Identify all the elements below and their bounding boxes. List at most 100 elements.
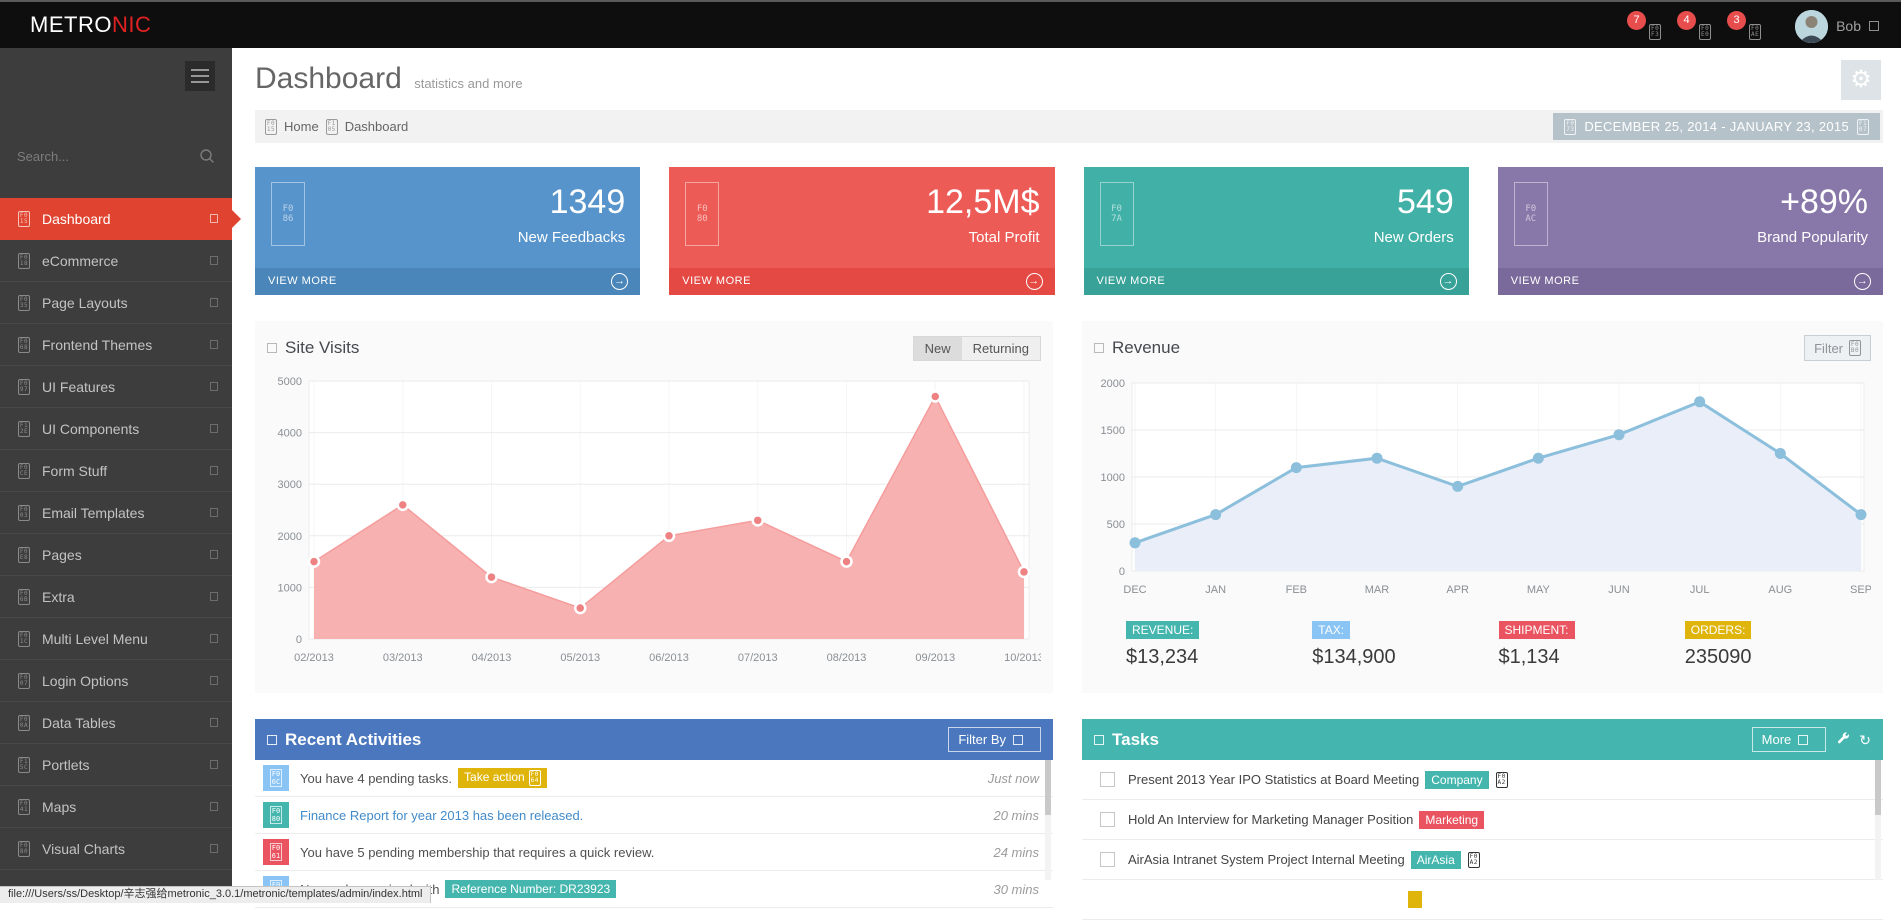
sidebar-item-label: Portlets bbox=[42, 757, 89, 773]
sidebar-item-label: Extra bbox=[42, 589, 75, 605]
site-visits-header: Site Visits New Returning bbox=[267, 333, 1041, 363]
task-text: Hold An Interview for Marketing Manager … bbox=[1128, 812, 1413, 827]
bell-icon: F0F3 bbox=[1649, 24, 1661, 40]
inbox-icon: F01C bbox=[18, 631, 30, 647]
task-checkbox[interactable] bbox=[1100, 812, 1115, 827]
user-menu[interactable]: Bob bbox=[1795, 10, 1879, 43]
tasks-button[interactable]: F0AE 3 bbox=[1727, 9, 1763, 43]
filter-by-button[interactable]: Filter By bbox=[948, 727, 1041, 752]
list-item[interactable]: Present 2013 Year IPO Statistics at Boar… bbox=[1082, 760, 1883, 800]
list-item[interactable]: F061 You have 5 pending membership that … bbox=[255, 834, 1053, 871]
svg-text:07/2013: 07/2013 bbox=[738, 652, 778, 664]
tile-new-feedbacks[interactable]: F086 1349 New Feedbacks VIEW MORE→ bbox=[255, 167, 640, 295]
svg-text:08/2013: 08/2013 bbox=[827, 652, 867, 664]
svg-text:0: 0 bbox=[1119, 566, 1125, 578]
shipment-stat: SHIPMENT: $1,134 bbox=[1499, 621, 1685, 669]
activity-link[interactable]: Finance Report for year 2013 has been re… bbox=[300, 808, 583, 823]
app-logo[interactable]: METRONIC bbox=[30, 12, 151, 38]
list-item[interactable] bbox=[1082, 880, 1883, 920]
sidebar-toggle-button[interactable] bbox=[185, 61, 215, 91]
chevron-down-icon: F107 bbox=[1857, 119, 1869, 135]
tasks-count-badge: 3 bbox=[1727, 11, 1746, 30]
more-button[interactable]: More bbox=[1752, 727, 1827, 752]
search-input[interactable] bbox=[17, 149, 199, 164]
svg-text:MAR: MAR bbox=[1365, 584, 1390, 596]
sitemap-icon: F0E8 bbox=[18, 547, 30, 563]
scrollbar[interactable] bbox=[1875, 760, 1881, 880]
tile-value: 1349 bbox=[550, 183, 626, 222]
svg-text:04/2013: 04/2013 bbox=[472, 652, 512, 664]
list-item[interactable]: F06C You have 4 pending tasks. Take acti… bbox=[255, 760, 1053, 797]
chevron-right-icon bbox=[210, 844, 218, 853]
chevron-right-icon bbox=[210, 256, 218, 265]
inbox-button[interactable]: F0E0 4 bbox=[1677, 9, 1713, 43]
breadcrumb-home-link[interactable]: Home bbox=[284, 119, 319, 134]
recent-activities-header: Recent Activities Filter By bbox=[255, 719, 1053, 760]
returning-visitors-button[interactable]: Returning bbox=[962, 337, 1040, 360]
view-more-button[interactable]: VIEW MORE→ bbox=[255, 268, 640, 295]
notifications-button[interactable]: F0F3 7 bbox=[1627, 9, 1663, 43]
bell-icon: F0A2 bbox=[1496, 772, 1508, 788]
gear-icon[interactable]: ⚙ bbox=[1841, 60, 1881, 100]
logo-text-accent: NIC bbox=[112, 12, 151, 37]
calendar-icon: F073 bbox=[1564, 119, 1576, 135]
activity-text: You have 4 pending tasks. bbox=[300, 771, 452, 786]
view-more-button[interactable]: VIEW MORE→ bbox=[1084, 268, 1469, 295]
activity-icon: F06C bbox=[263, 765, 289, 791]
svg-text:1500: 1500 bbox=[1101, 425, 1125, 437]
task-checkbox[interactable] bbox=[1100, 852, 1115, 867]
panel-icon bbox=[1094, 735, 1104, 745]
inbox-count-badge: 4 bbox=[1677, 11, 1696, 30]
tile-brand-popularity[interactable]: F0AC +89% Brand Popularity VIEW MORE→ bbox=[1498, 167, 1883, 295]
tile-new-orders[interactable]: F07A 549 New Orders VIEW MORE→ bbox=[1084, 167, 1469, 295]
date-range-picker[interactable]: F073 DECEMBER 25, 2014 - JANUARY 23, 201… bbox=[1553, 113, 1880, 140]
activity-time: 30 mins bbox=[993, 882, 1039, 897]
page-title: Dashboard bbox=[255, 62, 402, 95]
chevron-down-icon bbox=[1869, 21, 1879, 31]
breadcrumb: F015 Home F105 Dashboard bbox=[265, 119, 408, 135]
wrench-icon[interactable] bbox=[1837, 732, 1850, 747]
stat-tiles: F086 1349 New Feedbacks VIEW MORE→ F080 … bbox=[255, 167, 1883, 295]
new-visitors-button[interactable]: New bbox=[914, 337, 962, 360]
view-more-button[interactable]: VIEW MORE→ bbox=[669, 268, 1054, 295]
home-icon: F015 bbox=[265, 119, 277, 135]
svg-text:DEC: DEC bbox=[1123, 584, 1146, 596]
svg-text:JUN: JUN bbox=[1608, 584, 1629, 596]
task-checkbox[interactable] bbox=[1100, 772, 1115, 787]
chevron-right-icon bbox=[210, 382, 218, 391]
sidebar-item-label: UI Features bbox=[42, 379, 115, 395]
search-icon[interactable] bbox=[199, 148, 215, 164]
refresh-icon[interactable]: ↻ bbox=[1859, 733, 1871, 747]
tile-value: 12,5M$ bbox=[926, 183, 1039, 222]
list-item[interactable]: Hold An Interview for Marketing Manager … bbox=[1082, 800, 1883, 840]
tile-body: F0AC +89% Brand Popularity bbox=[1498, 167, 1883, 268]
sidebar-search bbox=[0, 148, 232, 164]
view-more-button[interactable]: VIEW MORE→ bbox=[1498, 268, 1883, 295]
tile-total-profit[interactable]: F080 12,5M$ Total Profit VIEW MORE→ bbox=[669, 167, 1054, 295]
list-item[interactable]: F080 Finance Report for year 2013 has be… bbox=[255, 797, 1053, 834]
list-item[interactable]: AirAsia Intranet System Project Internal… bbox=[1082, 840, 1883, 880]
scrollbar[interactable] bbox=[1045, 760, 1051, 880]
svg-text:2000: 2000 bbox=[1101, 378, 1125, 390]
